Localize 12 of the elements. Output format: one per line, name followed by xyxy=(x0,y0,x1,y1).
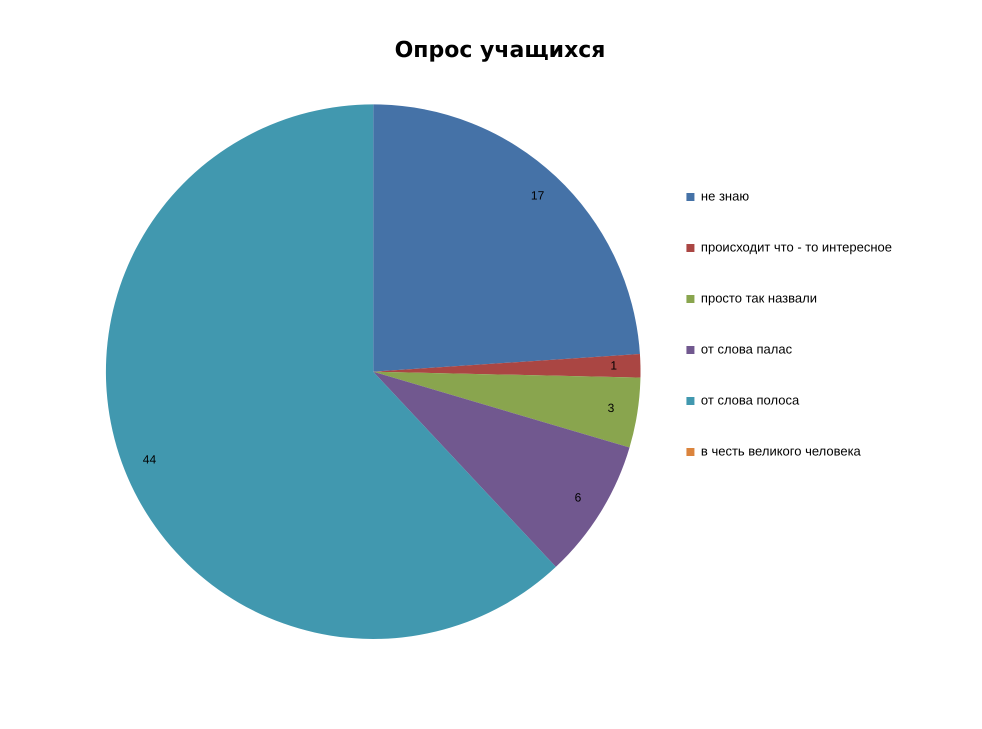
data-label: 3 xyxy=(608,401,615,416)
data-label: 17 xyxy=(530,188,545,202)
legend-label: от слова полоса xyxy=(700,392,800,408)
data-label: 6 xyxy=(574,490,582,504)
data-label: 1 xyxy=(610,358,618,373)
legend-label: в честь великого человека xyxy=(700,444,862,459)
legend-label: не знаю xyxy=(700,188,750,204)
data-label: 44 xyxy=(142,452,156,466)
chart-title: Опрос учащихся xyxy=(394,38,606,63)
legend-label: просто так назвали xyxy=(700,290,817,306)
legend-label: происходит что - то интересное xyxy=(700,240,892,255)
legend-label: от слова палас xyxy=(700,342,793,357)
